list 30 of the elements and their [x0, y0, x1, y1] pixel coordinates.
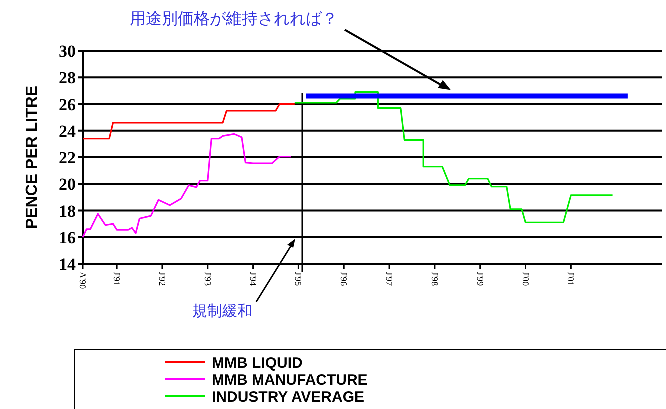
x-tick-label: J'97 [384, 272, 395, 287]
x-tick-label: J'01 [566, 272, 576, 286]
text: 規制緩和 [192, 302, 252, 320]
line-series [82, 103, 296, 140]
y-tick-label: 20 [59, 175, 76, 194]
legend-label: MMB LIQUID [212, 355, 303, 372]
y-axis-title: PENCE PER LITRE [24, 86, 41, 230]
y-tick-label: 26 [59, 95, 76, 114]
x-tick-label: J'98 [430, 272, 440, 287]
line-series [82, 133, 292, 238]
y-tick-label: 22 [59, 148, 76, 168]
y-tick-label: 24 [59, 122, 76, 141]
x-tick-label: J'99 [475, 272, 486, 287]
x-tick-label: J'91 [112, 272, 122, 286]
y-tick-label: 28 [59, 68, 76, 88]
x-tick-label: J'93 [202, 272, 213, 287]
x-tick-label: J'95 [294, 272, 304, 287]
x-tick-label: J'00 [520, 272, 531, 287]
x-tick-label: A'90 [78, 272, 88, 290]
x-tick-label: J'94 [248, 272, 258, 287]
x-tick-label: J'96 [339, 272, 350, 287]
y-tick-label: 18 [59, 202, 76, 221]
line-series [294, 91, 614, 224]
y-tick-label: 14 [59, 255, 76, 274]
y-tick-label: 30 [59, 42, 76, 61]
text: 用途別価格が維持されれば？ [130, 9, 338, 28]
x-tick-label: J'92 [157, 272, 168, 286]
legend-label: INDUSTRY AVERAGE [212, 389, 365, 406]
y-tick-label: 16 [59, 228, 76, 248]
legend-label: MMB MANUFACTURE [212, 372, 368, 389]
